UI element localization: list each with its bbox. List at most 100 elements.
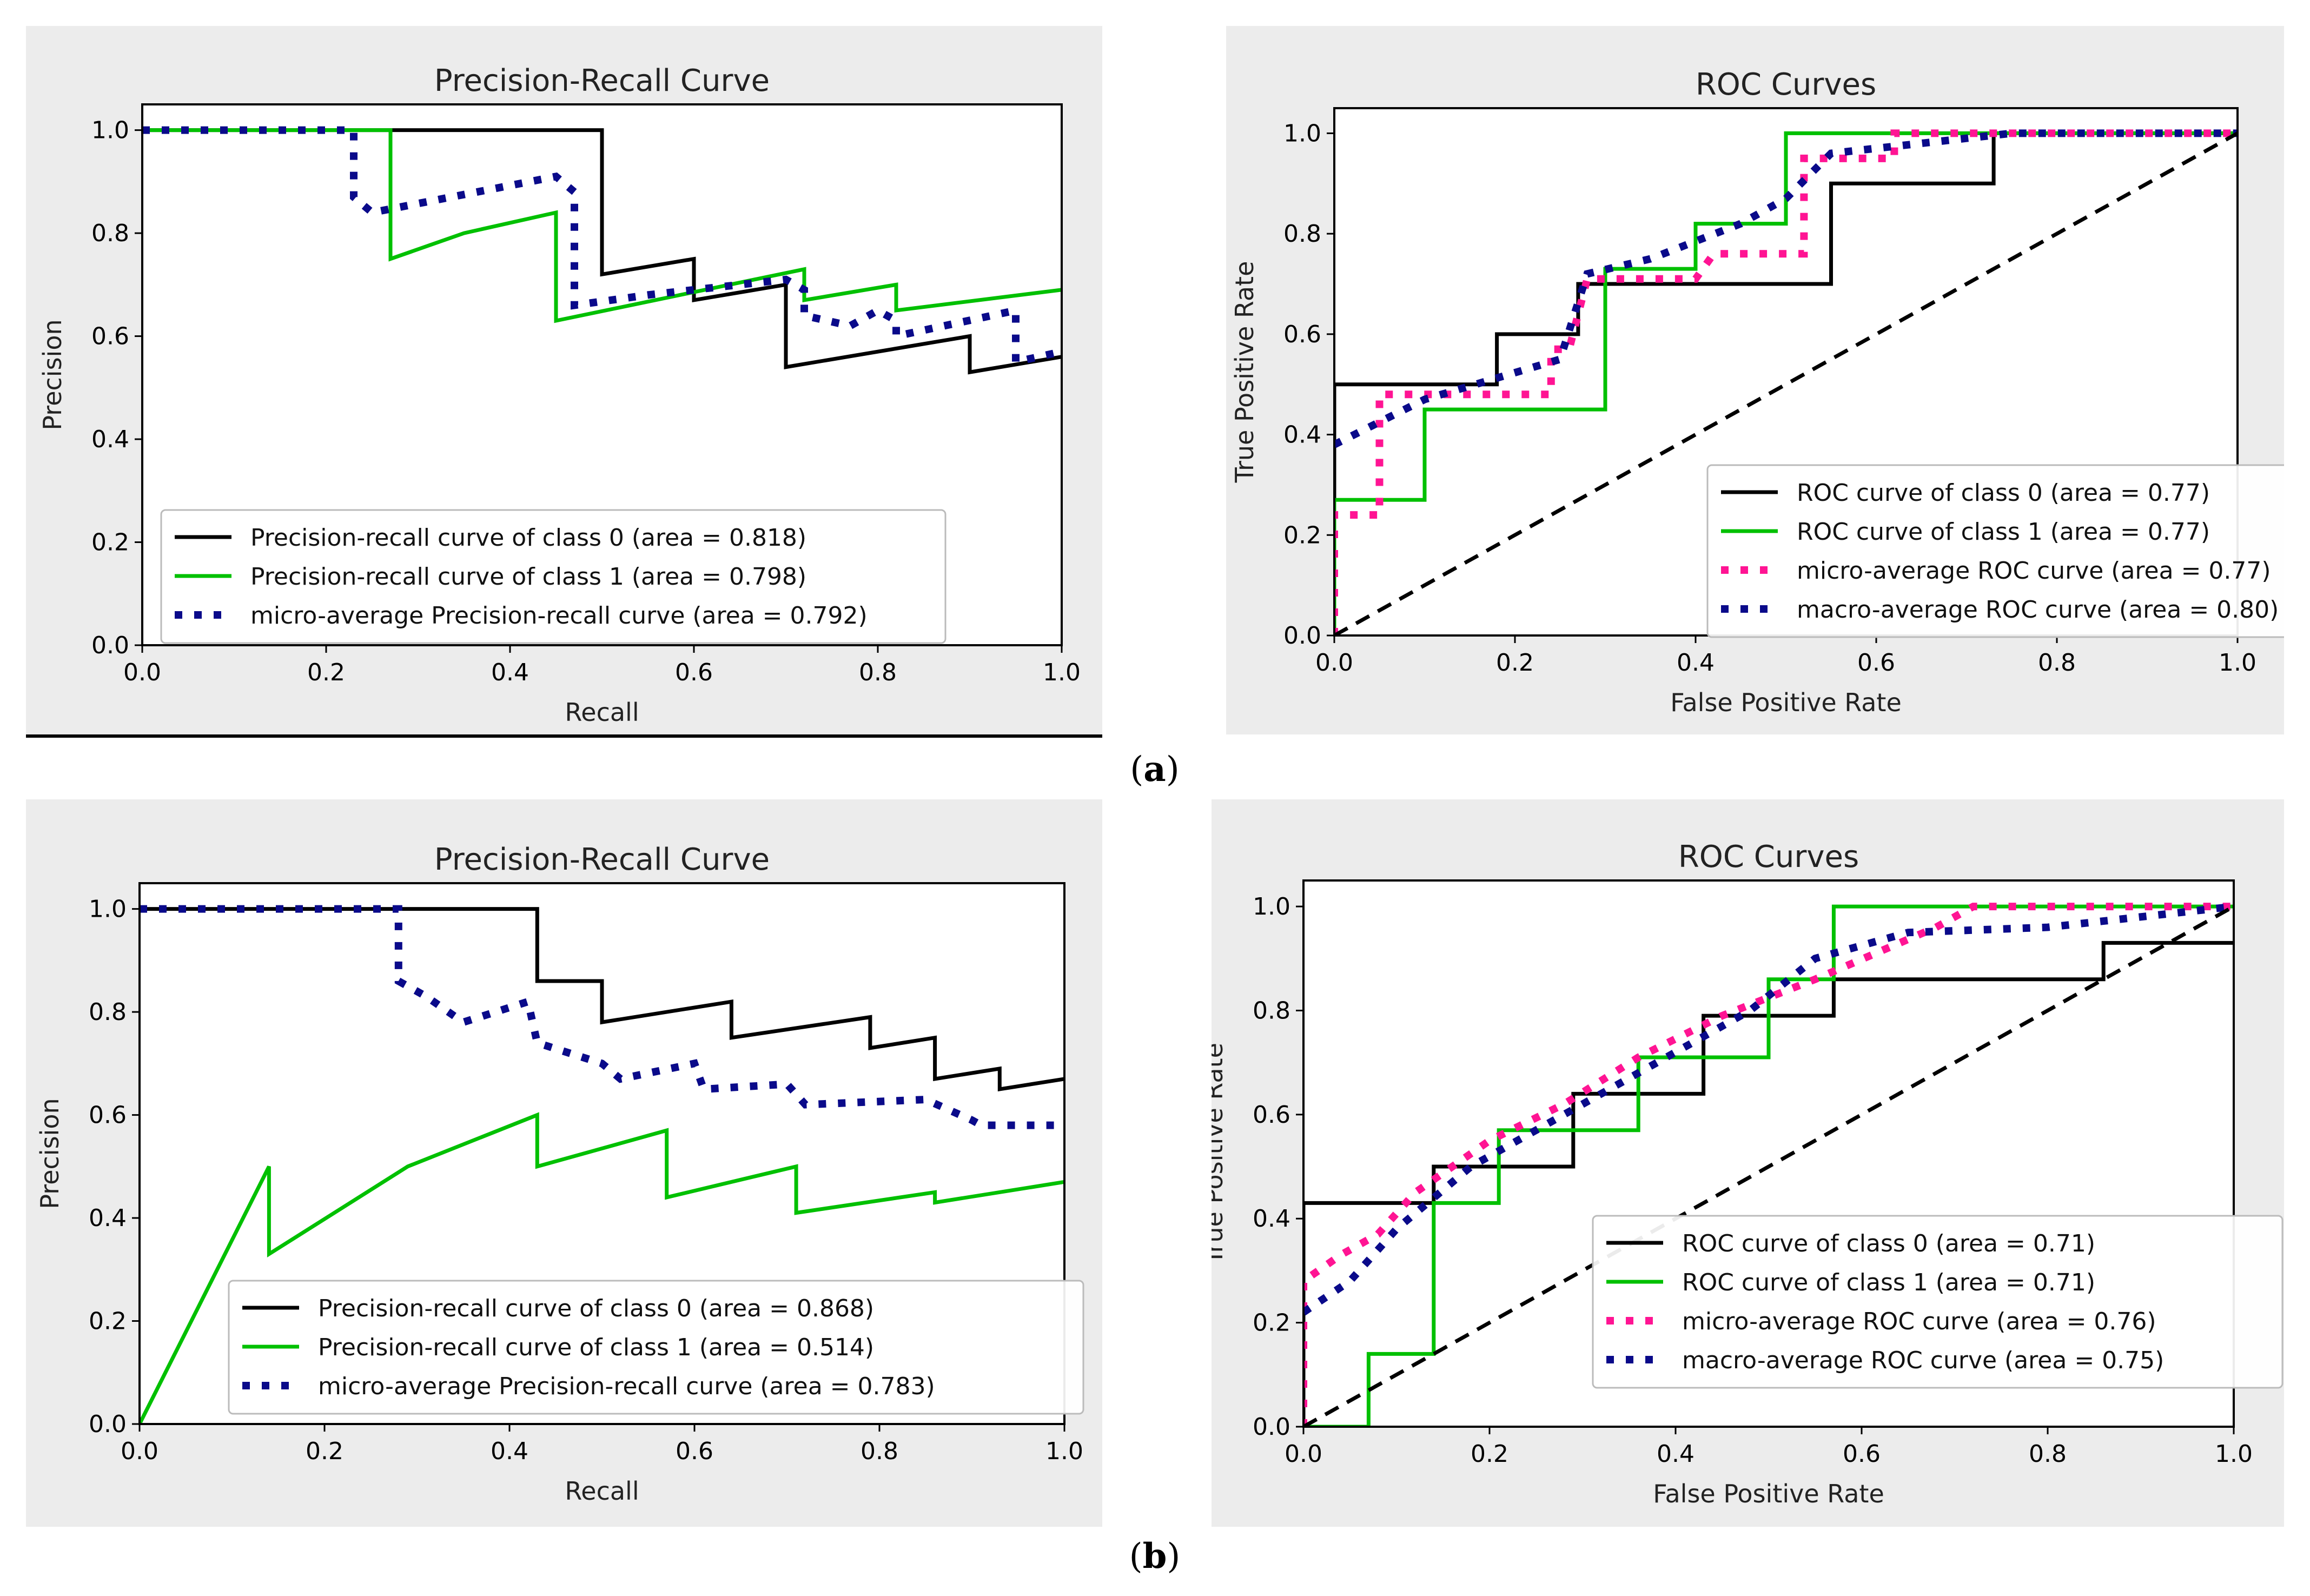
series-group xyxy=(1334,129,2238,635)
legend-label: Precision-recall curve of class 0 (area … xyxy=(250,524,806,552)
x-tick-label: 1.0 xyxy=(2215,1440,2253,1468)
y-tick-label: 0.4 xyxy=(1283,421,1321,449)
x-tick-label: 0.8 xyxy=(2038,649,2076,677)
series-group xyxy=(142,126,1062,375)
legend-label: micro-average Precision-recall curve (ar… xyxy=(318,1373,935,1400)
x-tick-label: 0.0 xyxy=(121,1438,158,1465)
x-tick-label: 0.6 xyxy=(676,1438,713,1465)
panel-roc-b: ROC Curves False Positive Rate True Positi… xyxy=(1212,799,2284,1527)
x-tick-label: 0.0 xyxy=(1285,1440,1322,1468)
y-tick-label: 0.6 xyxy=(89,1102,127,1129)
x-axis-label: False Positive Rate xyxy=(1670,688,1902,717)
y-axis-label: Precision xyxy=(38,319,67,430)
series-line-1 xyxy=(140,1112,1064,1424)
y-tick-label: 0.8 xyxy=(1283,220,1321,248)
x-tick-label: 0.8 xyxy=(861,1438,898,1465)
y-tick-label: 0.6 xyxy=(91,323,129,350)
plot-frame xyxy=(141,103,1063,646)
panel-roc-a: ROC Curves False Positive Rate True Positi… xyxy=(1226,26,2284,734)
x-tick-label: 0.8 xyxy=(859,659,897,686)
y-tick-label: 0.2 xyxy=(91,529,129,557)
y-tick-label: 0.6 xyxy=(1253,1101,1290,1129)
series-group xyxy=(1303,903,2234,1427)
legend-box xyxy=(228,1280,1084,1415)
x-tick-label: 0.2 xyxy=(307,659,345,686)
series-line-2 xyxy=(140,905,1064,1129)
chart-roc-b: ROC Curves False Positive Rate True Positi… xyxy=(1212,839,2283,1508)
x-tick-label: 0.6 xyxy=(1857,649,1895,677)
x-tick-label: 0.0 xyxy=(123,659,161,686)
legend-label: micro-average Precision-recall curve (ar… xyxy=(250,602,868,630)
caption-b: (b) xyxy=(1129,1536,1181,1577)
x-tick-label: 0.4 xyxy=(491,1438,528,1465)
y-tick-label: 0.8 xyxy=(1253,997,1290,1024)
chart-title: Precision-Recall Curve xyxy=(434,63,770,98)
x-axis-label: Recall xyxy=(565,1476,639,1506)
chart-title: ROC Curves xyxy=(1678,839,1859,875)
legend-label: Precision-recall curve of class 1 (area … xyxy=(318,1334,874,1361)
series-line-4 xyxy=(1303,905,2234,1427)
legend-box xyxy=(1706,464,2284,638)
y-tick-label: 0.2 xyxy=(1283,521,1321,549)
y-tick-label: 0.0 xyxy=(1283,622,1321,650)
x-tick-label: 0.6 xyxy=(1843,1440,1881,1468)
x-axis-label: False Positive Rate xyxy=(1653,1479,1884,1508)
y-tick-label: 0.2 xyxy=(89,1308,127,1335)
x-tick-label: 0.6 xyxy=(675,659,713,686)
x-tick-label: 0.8 xyxy=(2029,1440,2067,1468)
x-tick-label: 0.4 xyxy=(491,659,529,686)
legend-label: ROC curve of class 1 (area = 0.71) xyxy=(1682,1269,2095,1296)
x-tick-label: 0.2 xyxy=(306,1438,343,1465)
chart-roc-a: ROC Curves False Positive Rate True Positi… xyxy=(1230,67,2284,717)
x-tick-label: 0.4 xyxy=(1677,649,1715,677)
series-line-2 xyxy=(142,126,1062,367)
y-tick-label: 0.0 xyxy=(89,1410,127,1438)
legend-label: ROC curve of class 0 (area = 0.77) xyxy=(1797,479,2210,507)
legend-label: micro-average ROC curve (area = 0.77) xyxy=(1797,557,2271,585)
x-tick-label: 0.2 xyxy=(1496,649,1534,677)
legend-box xyxy=(1592,1215,2283,1389)
legend-label: Precision-recall curve of class 1 (area … xyxy=(250,563,806,591)
y-axis-label: Precision xyxy=(35,1098,64,1209)
y-tick-label: 1.0 xyxy=(91,117,129,144)
y-tick-label: 0.4 xyxy=(89,1204,127,1232)
y-tick-label: 0.6 xyxy=(1283,321,1321,348)
legend-label: Precision-recall curve of class 0 (area … xyxy=(318,1295,874,1322)
divider-a-left xyxy=(26,734,1102,738)
y-tick-label: 1.0 xyxy=(1283,120,1321,147)
series-line-2 xyxy=(1334,129,2238,635)
x-axis-label: Recall xyxy=(565,698,639,727)
chart-title: Precision-Recall Curve xyxy=(434,842,770,877)
x-tick-label: 1.0 xyxy=(1043,659,1081,686)
plot-frame xyxy=(138,882,1065,1425)
legend-label: macro-average ROC curve (area = 0.75) xyxy=(1682,1347,2164,1374)
y-tick-label: 1.0 xyxy=(1253,893,1290,920)
legend-label: ROC curve of class 0 (area = 0.71) xyxy=(1682,1230,2095,1257)
series-line-3 xyxy=(1303,903,2234,1316)
y-tick-label: 0.8 xyxy=(89,998,127,1026)
series-line-0 xyxy=(142,128,1062,375)
x-tick-label: 0.0 xyxy=(1315,649,1353,677)
y-tick-label: 0.0 xyxy=(1253,1413,1290,1441)
x-tick-label: 0.2 xyxy=(1471,1440,1508,1468)
y-tick-label: 0.8 xyxy=(91,220,129,247)
legend-label: macro-average ROC curve (area = 0.80) xyxy=(1797,596,2279,624)
legend-label: ROC curve of class 1 (area = 0.77) xyxy=(1797,518,2210,546)
y-tick-label: 0.4 xyxy=(91,426,129,453)
x-tick-label: 1.0 xyxy=(2219,649,2256,677)
series-line-1 xyxy=(142,128,1062,323)
y-tick-label: 1.0 xyxy=(89,896,127,923)
x-tick-label: 1.0 xyxy=(1045,1438,1083,1465)
series-line-0 xyxy=(140,907,1064,1092)
series-line-1 xyxy=(1303,904,2234,1427)
chart-pr-a: Precision-Recall Curve Recall Precision 0.0… xyxy=(38,63,1081,727)
plot-frame xyxy=(1302,879,2235,1428)
legend-box xyxy=(160,509,946,644)
legend-label: micro-average ROC curve (area = 0.76) xyxy=(1682,1308,2156,1335)
series-line-0 xyxy=(1334,131,2238,635)
y-tick-label: 0.0 xyxy=(91,632,129,659)
chart-title: ROC Curves xyxy=(1696,67,1876,102)
x-tick-label: 0.4 xyxy=(1657,1440,1695,1468)
y-tick-label: 0.2 xyxy=(1253,1309,1290,1337)
y-axis-label: True Positive Rate xyxy=(1212,1043,1228,1265)
